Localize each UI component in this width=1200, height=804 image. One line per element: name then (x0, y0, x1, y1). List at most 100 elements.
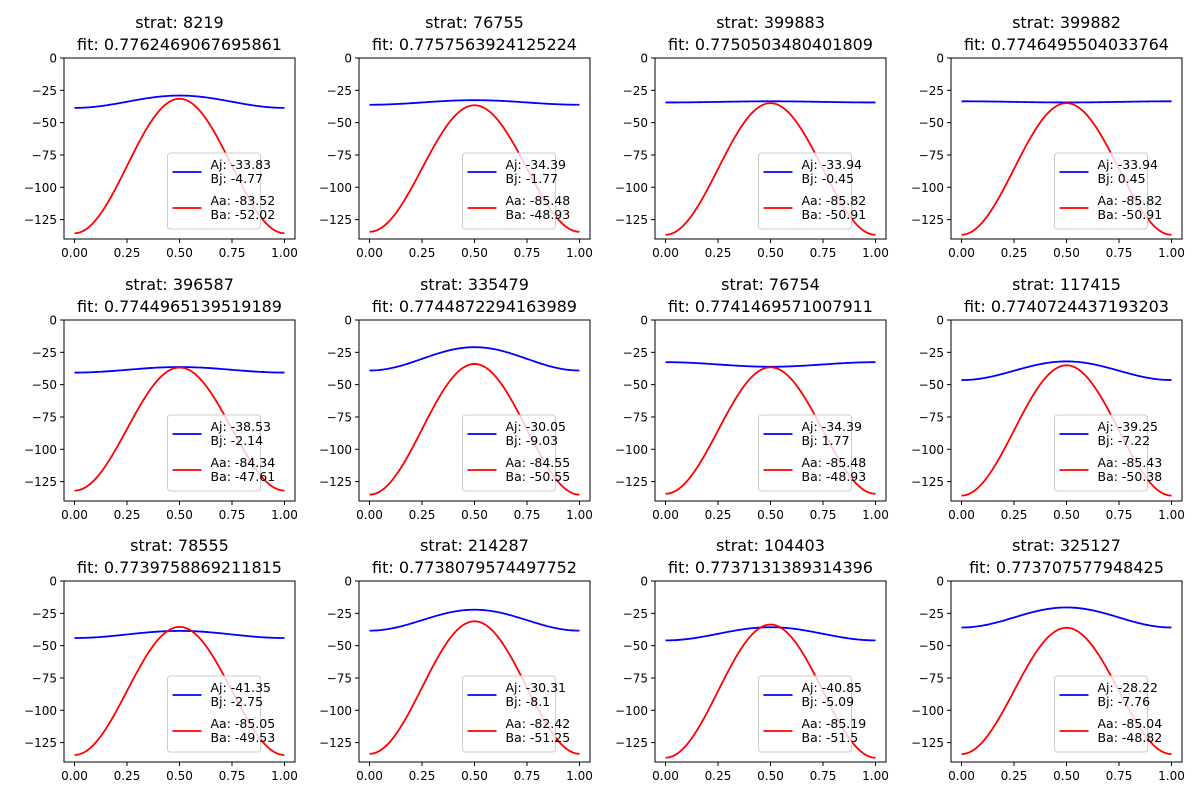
legend-label: Bj: -8.1 (506, 694, 551, 709)
x-tick-label: 0.50 (1053, 769, 1080, 783)
x-tick-label: 0.75 (219, 769, 246, 783)
y-tick-label: −100 (911, 181, 944, 195)
y-tick-label: −125 (319, 475, 352, 489)
y-tick-label: −75 (919, 148, 944, 162)
y-tick-label: −75 (623, 148, 648, 162)
legend-label: Bj: -0.45 (802, 171, 855, 186)
y-tick-label: −100 (615, 181, 648, 195)
legend-label: Ba: -51.25 (506, 730, 571, 745)
x-tick-label: 1.00 (1158, 246, 1185, 260)
y-tick-label: −25 (32, 84, 57, 98)
x-tick-label: 0.75 (810, 246, 837, 260)
series-line-juvenile (369, 99, 580, 106)
subplot-title-fit: fit: 0.7750503480401809 (668, 35, 873, 54)
y-tick-label: −75 (32, 410, 57, 424)
y-tick-label: −25 (919, 346, 944, 360)
subplot-5: strat: 396587 fit: 0.7744965139519189 0.00… (24, 275, 298, 522)
legend-label: Ba: -48.93 (802, 469, 867, 484)
y-tick-label: 0 (936, 52, 944, 66)
x-tick-label: 1.00 (1158, 508, 1185, 522)
x-tick-label: 0.25 (705, 508, 732, 522)
y-tick-label: −75 (623, 671, 648, 685)
x-tick-label: 0.75 (1106, 246, 1133, 260)
series-line-juvenile (961, 360, 1172, 381)
legend-label: Aj: -40.85 (802, 680, 863, 695)
x-tick-label: 0.00 (356, 246, 383, 260)
legend-label: Bj: 0.45 (1098, 171, 1146, 186)
series-line-juvenile (369, 608, 580, 632)
y-tick-label: −75 (32, 148, 57, 162)
y-tick-label: −25 (327, 346, 352, 360)
y-tick-label: 0 (344, 52, 352, 66)
series-line-juvenile (665, 361, 876, 368)
legend-label: Aj: -30.31 (506, 680, 567, 695)
x-tick-label: 1.00 (566, 769, 593, 783)
y-tick-label: −25 (919, 607, 944, 621)
legend-label: Aj: -30.05 (506, 419, 567, 434)
subplot-title-strat: strat: 78555 (130, 536, 229, 555)
legend-label: Ba: -50.91 (1098, 207, 1163, 222)
x-tick-label: 0.75 (810, 508, 837, 522)
subplot-title-fit: fit: 0.7762469067695861 (77, 35, 282, 54)
y-tick-label: 0 (49, 314, 57, 328)
y-tick-label: −125 (24, 213, 57, 227)
subplot-title-strat: strat: 399883 (716, 13, 825, 32)
y-tick-label: −100 (24, 443, 57, 457)
y-tick-label: −50 (919, 639, 944, 653)
series-line-juvenile (369, 346, 580, 372)
x-tick-label: 0.50 (461, 769, 488, 783)
y-tick-label: −100 (319, 704, 352, 718)
subplot-4: strat: 399882 fit: 0.7746495504033764 0.00… (911, 13, 1185, 260)
legend-label: Ba: -50.38 (1098, 469, 1163, 484)
subplot-8: strat: 117415 fit: 0.7740724437193203 0.00… (911, 275, 1185, 522)
x-tick-label: 0.00 (652, 769, 679, 783)
legend-label: Bj: -2.75 (211, 694, 264, 709)
x-tick-label: 0.00 (61, 508, 88, 522)
y-tick-label: −100 (319, 443, 352, 457)
legend-label: Aa: -85.82 (1098, 193, 1163, 208)
x-tick-label: 0.50 (166, 508, 193, 522)
subplot-title-fit: fit: 0.7737131389314396 (668, 558, 873, 577)
y-tick-label: −50 (623, 116, 648, 130)
y-tick-label: −100 (24, 704, 57, 718)
x-tick-label: 0.50 (166, 769, 193, 783)
legend-label: Aa: -85.05 (211, 716, 276, 731)
legend-label: Aj: -34.39 (506, 157, 567, 172)
x-tick-label: 0.75 (514, 246, 541, 260)
legend-label: Aa: -85.04 (1098, 716, 1163, 731)
legend-label: Bj: -1.77 (506, 171, 559, 186)
x-tick-label: 1.00 (271, 508, 298, 522)
legend-label: Bj: -5.09 (802, 694, 855, 709)
x-tick-label: 0.00 (356, 769, 383, 783)
x-tick-label: 0.00 (652, 246, 679, 260)
subplot-title-fit: fit: 0.7757563924125224 (372, 35, 577, 54)
x-tick-label: 0.00 (356, 508, 383, 522)
y-tick-label: 0 (344, 314, 352, 328)
x-tick-label: 0.50 (166, 246, 193, 260)
subplot-title-strat: strat: 104403 (716, 536, 825, 555)
subplot-1: strat: 8219 fit: 0.7762469067695861 0.00 0.… (24, 13, 298, 260)
y-tick-label: −50 (32, 639, 57, 653)
x-tick-label: 0.25 (1001, 246, 1028, 260)
x-tick-label: 0.00 (948, 246, 975, 260)
x-tick-label: 0.00 (61, 769, 88, 783)
subplot-title-fit: fit: 0.7741469571007911 (668, 297, 873, 316)
x-tick-label: 0.25 (705, 246, 732, 260)
y-tick-label: −25 (919, 84, 944, 98)
subplot-title-strat: strat: 117415 (1012, 275, 1121, 294)
subplot-6: strat: 335479 fit: 0.7744872294163989 0.00… (319, 275, 593, 522)
subplot-title-strat: strat: 396587 (125, 275, 234, 294)
y-tick-label: −100 (911, 443, 944, 457)
y-tick-label: −75 (623, 410, 648, 424)
y-tick-label: −50 (623, 639, 648, 653)
series-line-juvenile (74, 94, 285, 109)
legend-label: Bj: -7.22 (1098, 433, 1151, 448)
x-tick-label: 0.25 (409, 769, 436, 783)
x-tick-label: 0.75 (514, 508, 541, 522)
subplot-7: strat: 76754 fit: 0.7741469571007911 0.00 0… (615, 275, 889, 522)
